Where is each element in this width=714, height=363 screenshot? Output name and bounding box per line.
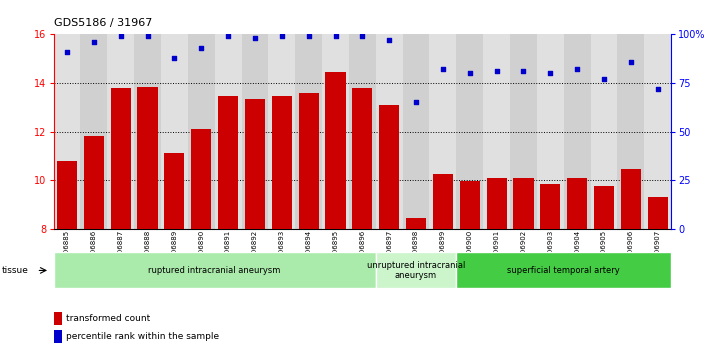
Text: ruptured intracranial aneurysm: ruptured intracranial aneurysm (149, 266, 281, 275)
Text: superficial temporal artery: superficial temporal artery (508, 266, 620, 275)
Bar (138, 87, 158, 229)
Bar (54, 253, 376, 288)
Point (411, 99, 422, 105)
Point (61, 49, 73, 55)
Bar (295, 34, 322, 229)
Bar (81, 34, 107, 229)
Bar (644, 34, 671, 229)
Point (303, 33, 314, 39)
Point (383, 37, 395, 43)
Point (625, 59, 637, 65)
Bar (406, 218, 426, 229)
Bar (567, 178, 587, 229)
Bar (322, 34, 349, 229)
Text: transformed count: transformed count (66, 314, 150, 323)
Bar (84, 136, 104, 229)
Point (142, 33, 154, 39)
Bar (564, 34, 590, 229)
Bar (161, 34, 188, 229)
Bar (460, 182, 480, 229)
Point (545, 70, 556, 76)
Point (169, 55, 180, 61)
Bar (483, 34, 510, 229)
Point (518, 69, 529, 74)
Bar (594, 186, 614, 229)
Point (115, 33, 126, 39)
Point (652, 86, 663, 92)
Point (437, 66, 448, 72)
Bar (188, 34, 215, 229)
Bar (620, 169, 641, 229)
Point (249, 36, 261, 41)
Point (598, 76, 610, 82)
Bar (54, 312, 63, 325)
Bar (272, 97, 292, 229)
Bar (57, 161, 77, 229)
Bar (486, 178, 507, 229)
Text: tissue: tissue (2, 266, 29, 275)
Text: unruptured intracranial
aneurysm: unruptured intracranial aneurysm (367, 261, 466, 280)
Bar (241, 34, 268, 229)
Bar (191, 129, 211, 229)
Bar (456, 34, 483, 229)
Point (464, 70, 476, 76)
Bar (430, 34, 456, 229)
Bar (54, 34, 81, 229)
Point (222, 33, 233, 39)
Bar (245, 99, 265, 229)
Point (88, 39, 99, 45)
Bar (134, 34, 161, 229)
Text: GDS5186 / 31967: GDS5186 / 31967 (54, 18, 152, 28)
Bar (648, 197, 668, 229)
Bar (107, 34, 134, 229)
Bar (456, 253, 671, 288)
Bar (164, 154, 184, 229)
Point (357, 33, 368, 39)
Point (571, 66, 583, 72)
Bar (218, 97, 238, 229)
Point (491, 69, 503, 74)
Bar (54, 330, 63, 343)
Text: percentile rank within the sample: percentile rank within the sample (66, 333, 219, 341)
Bar (376, 253, 456, 288)
Bar (298, 93, 318, 229)
Bar (513, 178, 533, 229)
Bar (403, 34, 430, 229)
Bar (618, 34, 644, 229)
Bar (537, 34, 564, 229)
Bar (433, 174, 453, 229)
Bar (590, 34, 618, 229)
Bar (268, 34, 295, 229)
Bar (111, 88, 131, 229)
Bar (376, 34, 403, 229)
Bar (510, 34, 537, 229)
Bar (540, 184, 560, 229)
Point (330, 33, 341, 39)
Point (196, 45, 207, 51)
Bar (352, 88, 373, 229)
Bar (215, 34, 241, 229)
Bar (379, 105, 399, 229)
Bar (349, 34, 376, 229)
Bar (326, 72, 346, 229)
Point (276, 33, 288, 39)
